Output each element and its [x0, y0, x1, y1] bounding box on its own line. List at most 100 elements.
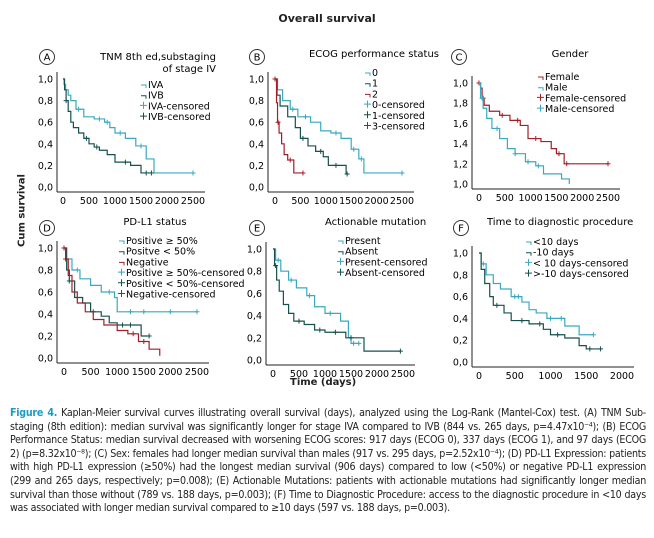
x-tick-label: 1500: [132, 367, 156, 378]
y-tick-label: 0,0: [247, 356, 262, 367]
censor-mark: [605, 161, 611, 167]
legend-entry: >-10 days-censored: [533, 269, 629, 280]
censor-mark: [344, 171, 350, 177]
panel-title: Gender: [552, 49, 590, 60]
panel-E: E Actionable mutation 0,0 0,2 0,4 0,6 0,8 1,0 0 5…: [247, 217, 428, 380]
censor-mark: [356, 340, 362, 346]
panel-title: ECOG performance status: [309, 49, 439, 60]
censor-mark: [146, 333, 152, 339]
censor-mark: [117, 130, 123, 136]
legend-entry: 2: [372, 89, 378, 100]
censor-mark: [351, 146, 357, 152]
y-tick-label: 1,2: [453, 159, 468, 170]
y-tick-label: 0,8: [38, 96, 53, 107]
x-tick-label: 0: [270, 369, 276, 380]
x-tick-label: 2500: [390, 196, 414, 207]
censor-mark: [556, 151, 562, 157]
y-tick-label: 0,0: [38, 354, 53, 365]
legend-censor-icon: [537, 93, 544, 101]
y-tick-label: 0,6: [38, 118, 53, 129]
censor-mark: [61, 245, 67, 251]
censor-mark: [479, 95, 485, 101]
km-curve-<10 days: [479, 252, 594, 336]
y-tick-label: 0,6: [247, 289, 262, 300]
panel-label-circle: [451, 49, 467, 65]
km-curve-2: [275, 78, 303, 174]
legend-entry: Positive ≥ 50%: [126, 236, 198, 247]
panel-label-circle: [39, 49, 55, 65]
x-tick-label: 0: [61, 367, 67, 378]
panel-D: D PD-L1 status 0,0 0,2 0,4 0,6 0,8 1,0 0 500 1000 1…: [38, 217, 245, 378]
legend-entry: Negative: [126, 257, 169, 268]
x-axis-label: Time (days): [290, 377, 357, 388]
y-tick-label: 1,0: [247, 245, 262, 256]
y-tick-label: 0,6: [453, 292, 468, 303]
km-curve-IVA: [63, 78, 193, 174]
censor-mark: [190, 170, 196, 176]
y-tick-label: 0,0: [249, 183, 264, 194]
legend-entry: Present-censored: [345, 257, 428, 268]
censor-mark: [397, 348, 403, 354]
panel-title: PD-L1 status: [123, 217, 186, 228]
panel-label: B: [254, 53, 261, 64]
x-tick-label: 1500: [574, 371, 598, 382]
y-tick-label: 0,6: [249, 118, 264, 129]
y-tick-label: 1,0: [249, 75, 264, 86]
y-tick-label: 0,8: [453, 270, 468, 281]
legend-line-icon: [365, 93, 371, 98]
panel-label-circle: [249, 220, 265, 236]
legend-line-icon: [338, 240, 344, 244]
censor-mark: [499, 112, 505, 118]
km-curve-1: [275, 78, 348, 175]
y-tick-label: 0,2: [247, 333, 262, 344]
x-tick-label: 2000: [365, 196, 389, 207]
censor-mark: [94, 144, 100, 150]
censor-mark: [494, 302, 500, 308]
x-tick-label: 1000: [519, 193, 543, 204]
legend-entry: 0-censored: [372, 100, 425, 111]
censor-mark: [273, 263, 279, 269]
y-tick-label: 0,8: [38, 266, 53, 277]
legend-line-icon: [141, 95, 147, 99]
censor-mark: [128, 309, 133, 315]
panel-label-circle: [453, 220, 469, 236]
censor-mark: [306, 293, 312, 299]
legend-entry: < 10 days-censored: [533, 258, 628, 269]
legend-line-icon: [338, 251, 344, 255]
censor-mark: [296, 318, 302, 324]
censor-mark: [515, 294, 521, 300]
legend-censor-icon: [140, 112, 147, 120]
censor-mark: [327, 310, 333, 316]
legend-censor-icon: [140, 101, 147, 109]
km-curve-Negative: [64, 247, 161, 356]
legend-line-icon: [526, 241, 532, 245]
y-tick-label: 0,8: [247, 267, 262, 278]
x-tick-label: 500: [290, 369, 308, 380]
censor-mark: [138, 143, 144, 149]
y-tick-label: 0,4: [38, 310, 53, 321]
censor-mark: [272, 76, 278, 82]
legend-line-icon: [538, 87, 544, 91]
y-tick-label: 0,4: [247, 311, 262, 322]
legend-entry: 0: [372, 68, 378, 79]
x-tick-label: 500: [496, 193, 514, 204]
censor-mark: [558, 315, 564, 321]
x-tick-label: 2500: [391, 369, 415, 380]
caption-label: Figure 4.: [10, 407, 58, 419]
legend-censor-icon: [525, 269, 532, 277]
censor-mark: [512, 151, 518, 157]
censor-mark: [333, 130, 339, 136]
x-tick-label: 2500: [185, 367, 209, 378]
legend-entry: -10 days: [533, 248, 574, 259]
legend-entry: IVB: [148, 91, 164, 102]
y-tick-label: 0,0: [38, 183, 53, 194]
x-tick-label: 0: [476, 193, 482, 204]
panel-title: Time to diagnostic procedure: [486, 217, 633, 228]
caption-text: Kaplan-Meier survival curves illustratin…: [10, 407, 646, 515]
figure-caption: Figure 4. Kaplan-Meier survival curves i…: [10, 407, 646, 516]
censor-mark: [106, 289, 112, 295]
censor-mark: [96, 116, 102, 122]
x-tick-label: 2000: [158, 367, 182, 378]
censor-mark: [194, 309, 200, 315]
legend-line-icon: [119, 251, 125, 255]
